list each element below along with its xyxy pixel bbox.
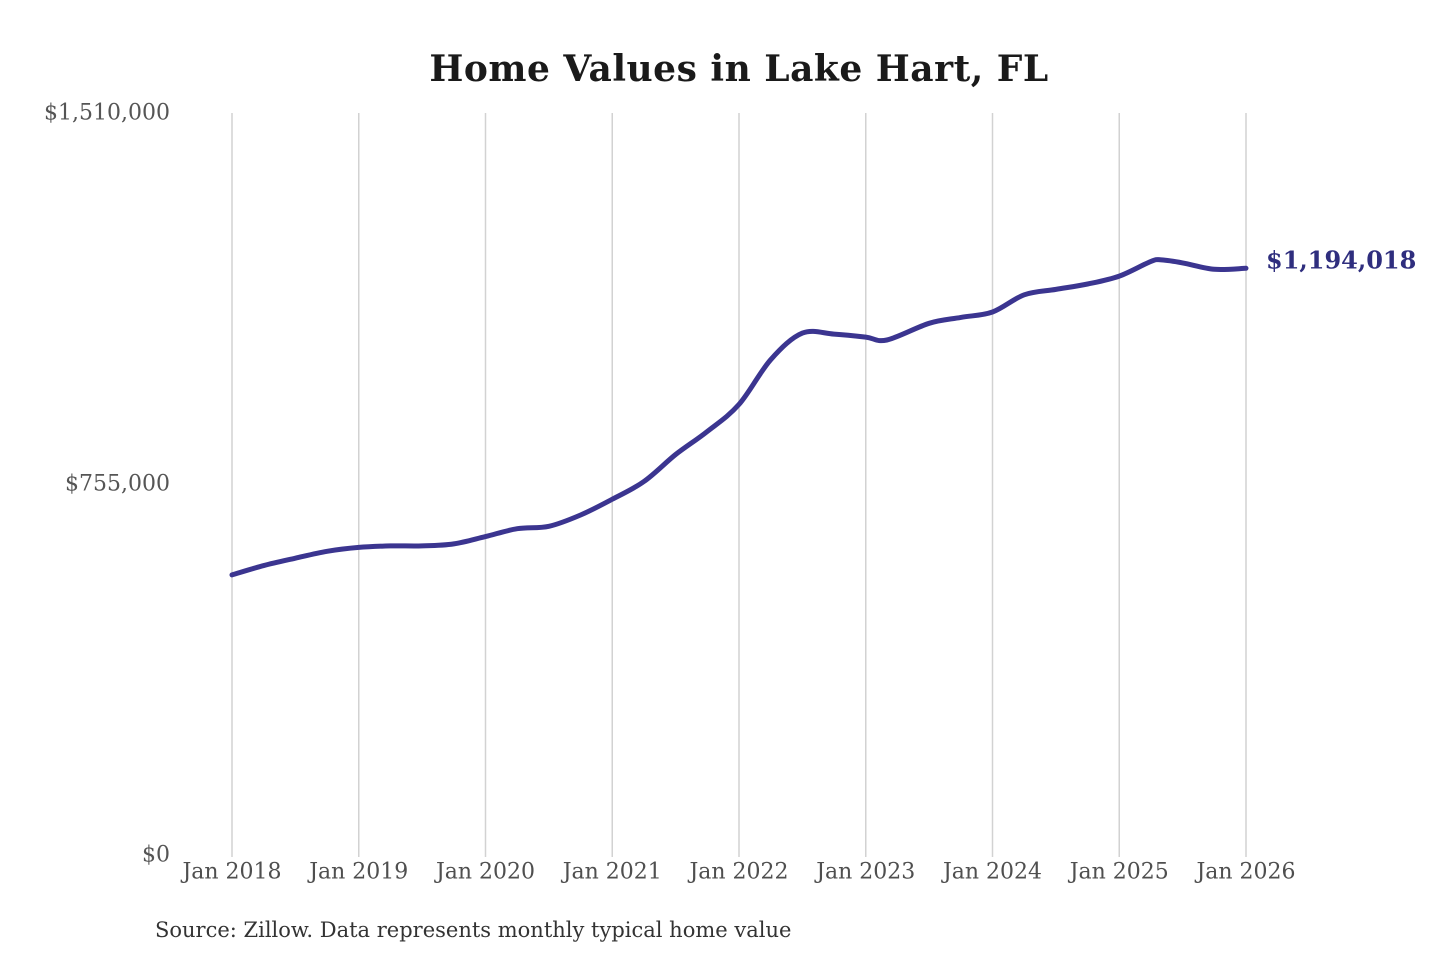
latest-value-label: $1,194,018 [1266, 245, 1417, 275]
y-axis-label-1510000: $1,510,000 [44, 100, 170, 126]
x-axis-label-jan-2018: Jan 2018 [182, 859, 282, 885]
vertical-gridlines [231, 113, 1247, 857]
x-axis-label-jan-2023: Jan 2023 [816, 859, 916, 885]
x-axis-label-jan-2022: Jan 2022 [689, 859, 789, 885]
x-axis-label-jan-2026: Jan 2026 [1196, 859, 1296, 885]
source-note: Source: Zillow. Data represents monthly … [155, 918, 792, 942]
y-axis-label-755000: $755,000 [65, 471, 170, 497]
x-axis-label-jan-2021: Jan 2021 [562, 859, 662, 885]
chart-title: Home Values in Lake Hart, FL [429, 48, 1049, 90]
y-axis-label-0: $0 [142, 842, 170, 868]
home-value-line [229, 257, 1249, 578]
x-axis-label-jan-2019: Jan 2019 [309, 859, 409, 885]
x-axis-label-jan-2025: Jan 2025 [1069, 859, 1169, 885]
x-axis-label-jan-2020: Jan 2020 [435, 859, 536, 885]
x-axis-label-jan-2024: Jan 2024 [942, 859, 1043, 885]
